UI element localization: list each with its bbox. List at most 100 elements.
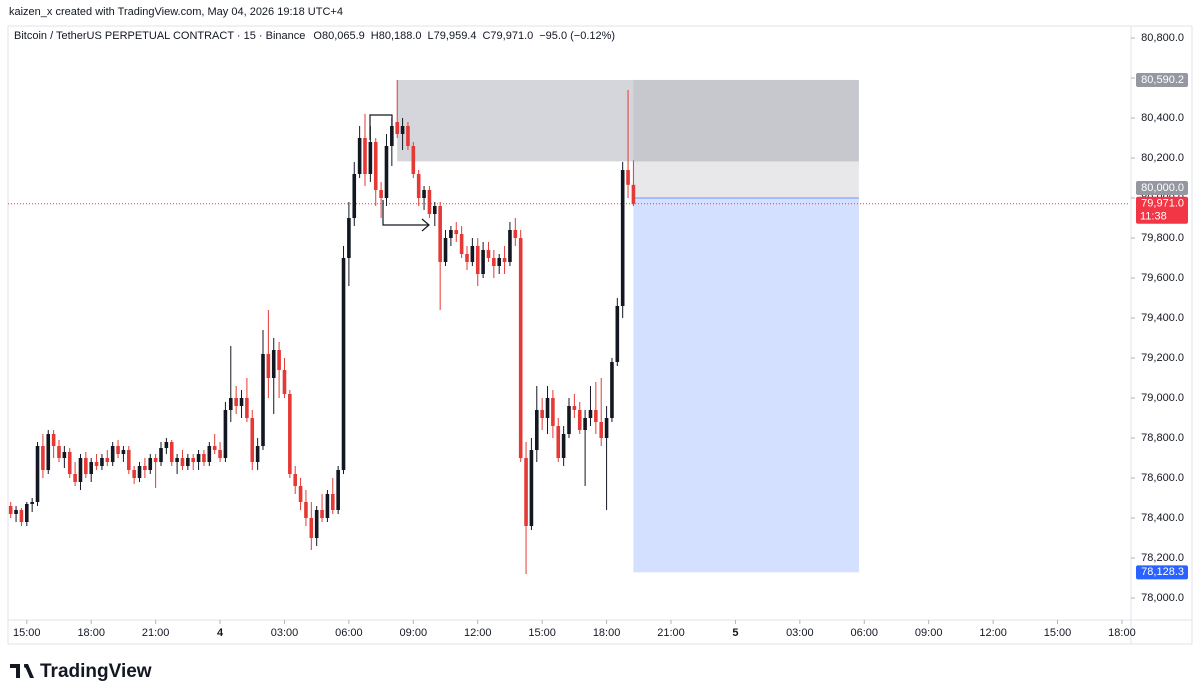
candle-body (293, 474, 298, 486)
candle-body (502, 258, 507, 262)
candle-body (454, 230, 459, 234)
candle-body (116, 446, 120, 454)
y-tick-label: 80,400.0 (1141, 112, 1184, 124)
ohlc-legend: H80,188.0 (371, 30, 422, 42)
candle-body (513, 230, 518, 238)
entry-label: 80,000.0 (1141, 182, 1184, 194)
y-tick-label: 78,400.0 (1141, 512, 1184, 524)
target-zone (633, 198, 859, 573)
x-tick-label: 15:00 (13, 627, 41, 639)
candle-body (416, 174, 421, 198)
candle-body (406, 126, 410, 146)
candle-body (626, 170, 630, 185)
x-tick-label: 18:00 (1108, 627, 1136, 639)
candle-body (620, 170, 625, 306)
candle-body (30, 502, 34, 504)
candle-body (631, 184, 636, 204)
candle-body (67, 452, 72, 474)
y-tick-label: 78,800.0 (1141, 432, 1184, 444)
candle-body (438, 206, 442, 262)
x-tick-label: 15:00 (528, 627, 556, 639)
candle-body (561, 434, 566, 458)
candle-body (105, 458, 110, 462)
y-tick-label: 79,000.0 (1141, 392, 1184, 404)
candle-body (175, 458, 179, 462)
x-tick-label: 09:00 (400, 627, 428, 639)
ohlc-legend: −95.0 (−0.12%) (539, 30, 615, 42)
candle-body (567, 406, 571, 434)
x-tick-label: 21:00 (657, 627, 685, 639)
candle-body (481, 250, 485, 274)
arrow (382, 200, 428, 226)
candle-body (8, 506, 13, 514)
candle-body (583, 418, 587, 430)
candle-body (282, 370, 287, 394)
candle-body (594, 410, 598, 422)
candle-body (207, 446, 212, 462)
x-tick-label: 06:00 (335, 627, 363, 639)
x-tick-label: 4 (217, 627, 224, 639)
candle-body (19, 510, 24, 522)
bracket (369, 114, 393, 140)
candle-body (577, 410, 582, 430)
countdown: 11:38 (1140, 211, 1167, 223)
stop-label-bg (1136, 72, 1188, 87)
candle-body (379, 190, 383, 198)
candle-body (255, 446, 260, 462)
candle-body (384, 146, 389, 198)
candle-body (132, 470, 136, 478)
candle-body (84, 458, 88, 474)
candle-body (599, 422, 604, 438)
candle-body (186, 458, 190, 466)
candle-body (443, 238, 448, 262)
brand-name: TradingView (40, 661, 152, 682)
candle-body (277, 350, 281, 370)
candle-body (212, 446, 217, 450)
candle-body (191, 458, 196, 462)
candle-body (497, 258, 502, 266)
candle-body (121, 450, 126, 454)
candle-body (320, 510, 324, 518)
candle-body (51, 434, 56, 446)
candle-body (159, 448, 163, 462)
candle-body (615, 306, 620, 362)
x-tick-label: 12:00 (979, 627, 1007, 639)
candle-body (534, 410, 539, 450)
candle-body (508, 230, 512, 262)
candle-body (62, 452, 67, 458)
brand: TradingView (10, 661, 152, 682)
candle-body (465, 254, 469, 262)
candle-body (94, 462, 99, 466)
x-tick-label: 21:00 (142, 627, 170, 639)
candle-body (432, 206, 437, 214)
caption: kaizen_x created with TradingView.com, M… (9, 6, 343, 18)
candle-body (239, 398, 244, 406)
candle-body (529, 450, 534, 526)
x-tick-label: 5 (732, 627, 738, 639)
arrow-head (421, 218, 430, 232)
x-tick-label: 09:00 (915, 627, 943, 639)
candle-body (228, 398, 233, 410)
candle-body (449, 230, 453, 238)
candle-body (314, 510, 319, 538)
candle-body (271, 350, 276, 378)
entry-label-bg (1136, 181, 1188, 195)
x-tick-label: 15:00 (1044, 627, 1072, 639)
candle-body (14, 510, 18, 514)
candle-body (46, 434, 51, 470)
x-tick-label: 06:00 (850, 627, 878, 639)
candle-body (309, 518, 314, 538)
candle-body (395, 122, 400, 134)
candle-body (196, 454, 201, 462)
candle-body (336, 470, 340, 510)
y-tick-label: 79,200.0 (1141, 352, 1184, 364)
candle-body (234, 398, 238, 406)
candle-body (288, 394, 292, 474)
candle-body (330, 494, 335, 510)
candle-body (261, 354, 265, 446)
stop-zone (633, 79, 859, 198)
candle-body (486, 250, 491, 258)
candle-body (556, 426, 561, 458)
y-tick-label: 78,200.0 (1141, 552, 1184, 564)
